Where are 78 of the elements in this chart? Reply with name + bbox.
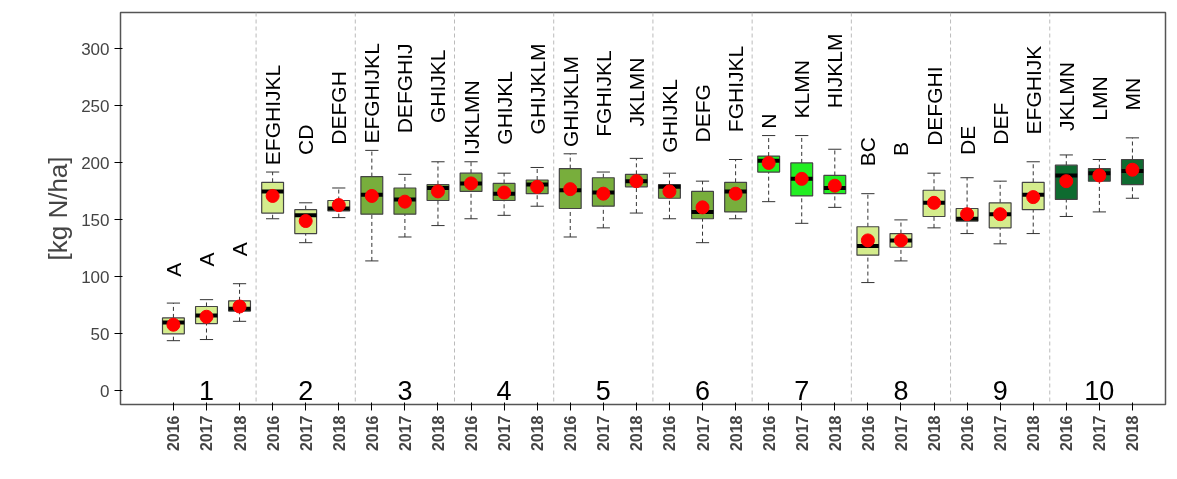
x-tick-label: 2016	[959, 415, 977, 452]
annotation: LMN	[1087, 76, 1111, 121]
annotation: 5	[595, 376, 611, 407]
annotation: GHIJKL	[492, 71, 516, 145]
annotation: B	[889, 142, 913, 157]
annotation: DEFGHIJ	[393, 43, 417, 134]
x-tick-label: 2017	[396, 415, 414, 452]
annotation: A	[161, 262, 185, 277]
x-tick-label: 2016	[661, 415, 679, 452]
y-axis-title: [kg N/ha]	[43, 156, 74, 261]
annotation: 8	[893, 376, 909, 407]
x-tick-label: 2017	[892, 415, 910, 452]
annotation: DEFG	[691, 84, 715, 143]
annotation: 6	[695, 376, 711, 407]
annotation: EFGHIJK	[1021, 45, 1045, 135]
annotation: DE	[955, 125, 979, 155]
annotation: DEF	[988, 102, 1012, 145]
x-tick-label: 2016	[1058, 415, 1076, 452]
annotation: A	[228, 242, 252, 257]
x-tick-label: 2017	[1091, 415, 1109, 452]
annotation: 2	[298, 376, 314, 407]
annotation: A	[194, 252, 218, 267]
annotation: 4	[496, 376, 512, 407]
x-tick-label: 2016	[562, 415, 580, 452]
x-tick-label: 2018	[1124, 415, 1142, 452]
x-tick-label: 2016	[760, 415, 778, 452]
annotation: N	[757, 113, 781, 129]
x-tick-label: 2018	[628, 415, 646, 452]
x-tick-label: 2017	[297, 415, 315, 452]
annotation: MN	[1120, 77, 1144, 111]
annotation: FGHIJKL	[724, 45, 748, 133]
y-tick-label: 150	[81, 210, 110, 230]
x-tick-label: 2016	[264, 415, 282, 452]
annotation: DEFGH	[327, 71, 351, 145]
x-tick-label: 2016	[463, 415, 481, 452]
annotation: CD	[294, 124, 318, 155]
annotation: DEFGHI	[922, 66, 946, 146]
x-tick-label: 2018	[1025, 415, 1043, 452]
y-tick-label: 250	[81, 96, 110, 116]
y-tick-label: 50	[90, 324, 110, 344]
annotation: JKLMN	[624, 57, 648, 127]
x-tick-label: 2016	[859, 415, 877, 452]
annotation: KLMN	[790, 60, 814, 119]
y-tick-label: 200	[81, 153, 110, 173]
y-tick-label: 0	[100, 381, 110, 401]
annotation: HIJKLM	[823, 33, 847, 109]
annotation: 9	[992, 376, 1008, 407]
x-tick-label: 2018	[926, 415, 944, 452]
x-tick-label: 2017	[793, 415, 811, 452]
x-tick-label: 2018	[429, 415, 447, 452]
x-tick-label: 2017	[198, 415, 216, 452]
annotation: 1	[198, 376, 214, 407]
x-tick-label: 2017	[496, 415, 514, 452]
annotation: 7	[794, 376, 810, 407]
y-tick-label: 300	[81, 39, 110, 59]
annotation: GHIJKL	[657, 79, 681, 153]
annotation: GHIJKL	[426, 49, 450, 124]
annotation: JKLMN	[1054, 62, 1078, 132]
annotation: GHIJKLM	[558, 55, 582, 147]
x-tick-label: 2017	[992, 415, 1010, 452]
annotation: EFGHIJKL	[261, 64, 285, 166]
x-tick-label: 2017	[595, 415, 613, 452]
annotation: IJKLMN	[459, 80, 483, 155]
x-tick-label: 2016	[165, 415, 183, 452]
x-tick-label: 2018	[231, 415, 249, 452]
annotation: GHIJKLM	[525, 43, 549, 135]
annotation: 10	[1084, 376, 1115, 407]
x-tick-label: 2018	[826, 415, 844, 452]
annotation: FGHIJKL	[591, 50, 615, 137]
x-tick-label: 2017	[694, 415, 712, 452]
x-tick-label: 2018	[330, 415, 348, 452]
annotation: 3	[397, 376, 413, 407]
annotation: BC	[856, 137, 880, 167]
y-tick-label: 100	[81, 267, 110, 287]
x-tick-label: 2018	[529, 415, 547, 452]
annotation: EFGHIJKL	[360, 43, 384, 144]
x-tick-label: 2018	[727, 415, 745, 452]
x-tick-label: 2016	[363, 415, 381, 452]
